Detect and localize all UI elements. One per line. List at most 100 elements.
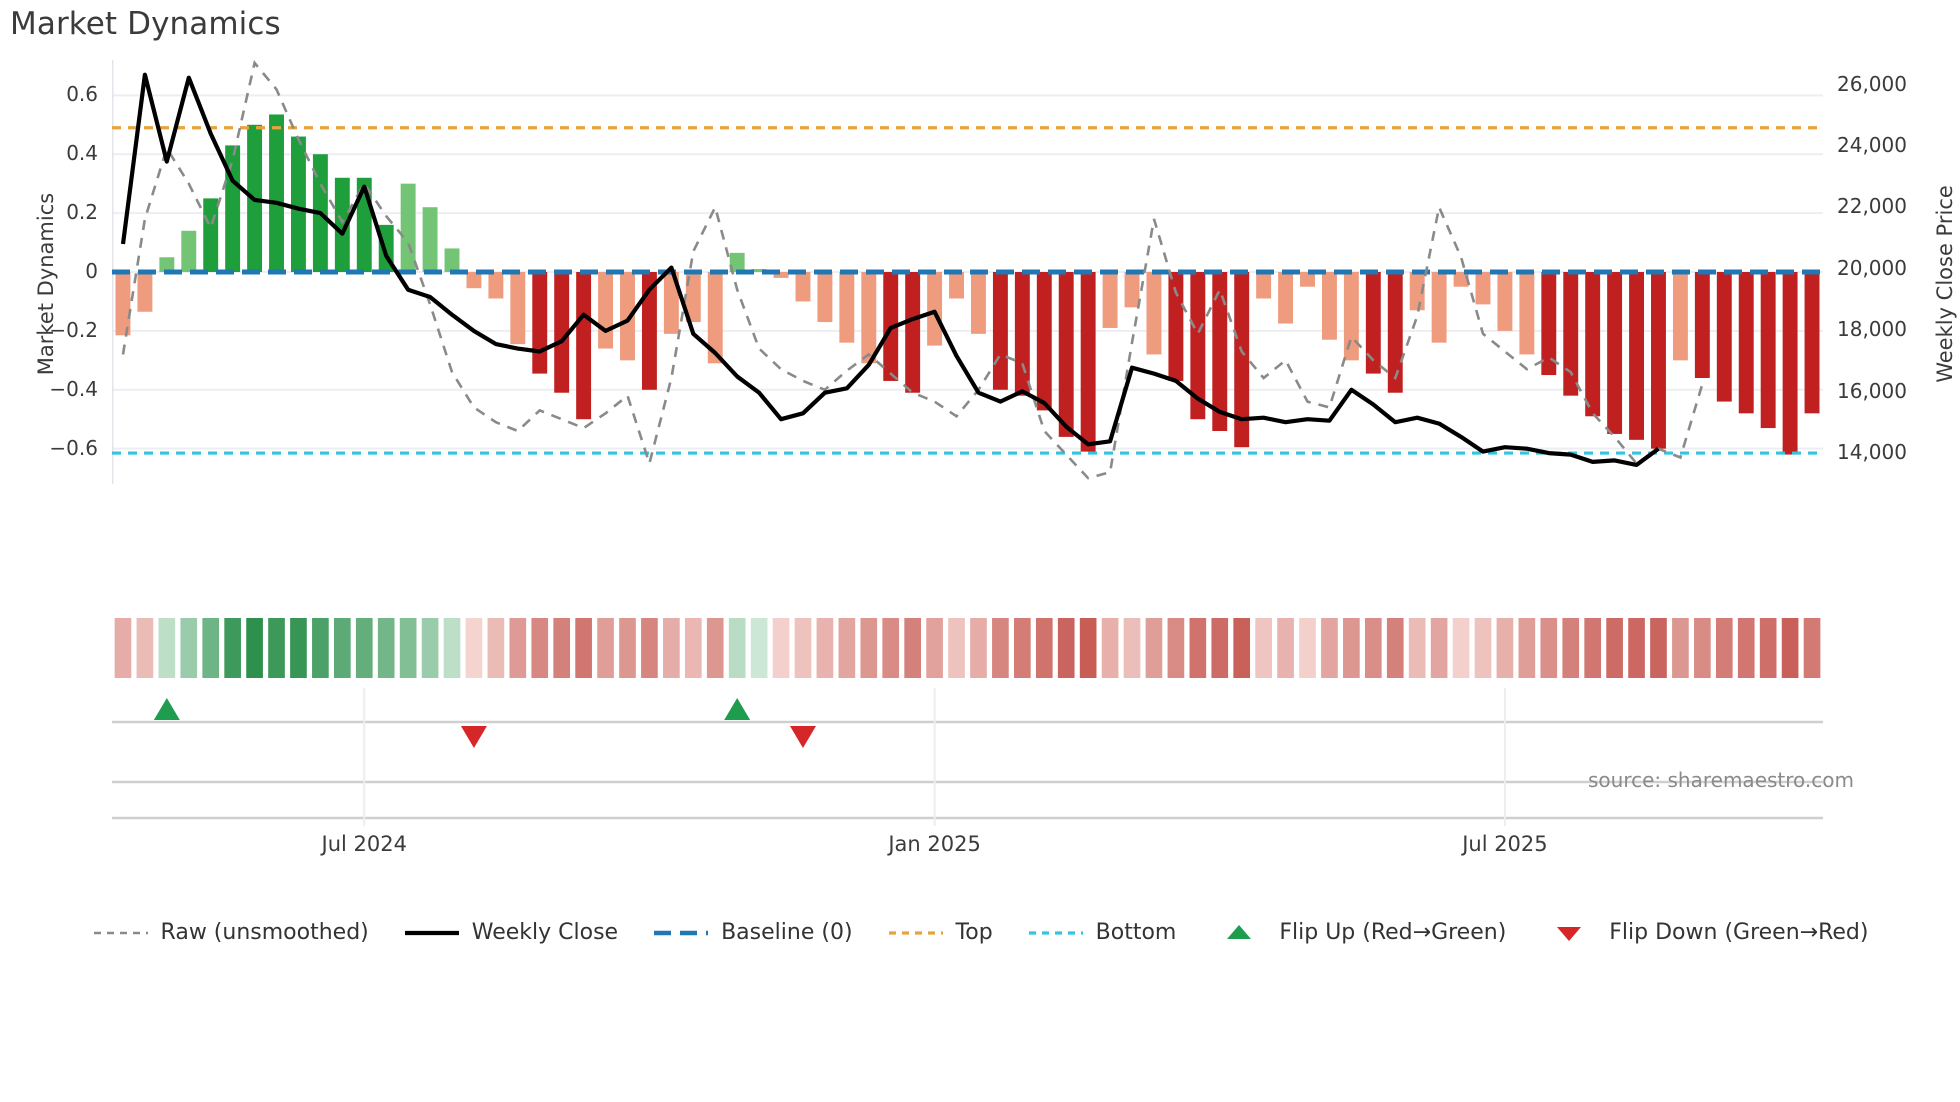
- heatmap-cell: [904, 618, 921, 678]
- x-axis-tick: Jan 2025: [888, 832, 981, 856]
- market-dynamics-bar: [1300, 272, 1315, 287]
- market-dynamics-bar: [751, 269, 767, 272]
- x-axis-tick: Jul 2025: [1462, 832, 1548, 856]
- heatmap-cell: [597, 618, 614, 678]
- heatmap-cell: [1803, 618, 1821, 678]
- market-dynamics-bar: [137, 272, 153, 312]
- market-dynamics-bar: [641, 272, 657, 390]
- market-dynamics-bar: [115, 272, 131, 336]
- market-dynamics-bar: [971, 272, 986, 334]
- market-dynamics-bar: [1760, 272, 1776, 429]
- legend-item[interactable]: Top: [887, 920, 993, 945]
- heatmap-cell: [575, 618, 592, 678]
- market-dynamics-bar: [1321, 272, 1337, 340]
- market-dynamics-bar: [1146, 272, 1162, 355]
- heatmap-cell: [1781, 618, 1799, 678]
- market-dynamics-bar: [1716, 272, 1732, 402]
- heatmap-cell: [1518, 618, 1536, 678]
- heatmap-cell: [1496, 618, 1514, 678]
- market-dynamics-bar: [1168, 272, 1184, 381]
- heatmap-cell: [1452, 618, 1470, 678]
- market-dynamics-bar: [817, 272, 833, 323]
- heatmap-cell: [312, 618, 329, 678]
- heatmap-cell: [772, 618, 790, 678]
- heatmap-cell: [355, 618, 373, 678]
- chart-legend: Raw (unsmoothed) Weekly Close Baseline (0)…: [0, 920, 1960, 945]
- heatmap-cell: [1277, 618, 1294, 678]
- left-axis-tick: 0: [85, 259, 98, 283]
- market-dynamics-bar: [905, 272, 921, 393]
- heatmap-cell: [1299, 618, 1316, 678]
- market-dynamics-bar: [1453, 272, 1469, 287]
- heatmap-cell: [487, 618, 505, 678]
- heatmap-cell: [246, 618, 263, 678]
- heatmap-cell: [619, 618, 636, 678]
- heatmap-cell: [992, 618, 1009, 678]
- right-axis-tick: 18,000: [1837, 317, 1907, 342]
- dotted-orange-line-icon: [887, 922, 945, 944]
- flip-down-marker: [789, 726, 816, 748]
- market-dynamics-bar: [422, 207, 438, 272]
- heatmap-cell: [838, 618, 856, 678]
- legend-item[interactable]: Flip Up (Red→Green): [1210, 920, 1506, 945]
- heatmap-cell: [1606, 618, 1623, 678]
- legend-item-label: Baseline (0): [721, 920, 853, 945]
- legend-item[interactable]: Flip Down (Green→Red): [1540, 920, 1868, 945]
- main-plot-area[interactable]: [112, 60, 1823, 484]
- market-dynamics-bar: [1804, 272, 1820, 414]
- legend-item[interactable]: Baseline (0): [652, 920, 853, 945]
- heatmap-cell: [948, 618, 965, 678]
- heatmap-cell: [1101, 618, 1119, 678]
- heatmap-cell: [465, 618, 483, 678]
- market-dynamics-bar: [444, 248, 460, 272]
- market-dynamics-bar: [992, 272, 1008, 390]
- market-dynamics-bar: [269, 114, 284, 272]
- market-dynamics-bar: [1256, 272, 1272, 299]
- legend-item[interactable]: Raw (unsmoothed): [92, 920, 369, 945]
- market-dynamics-bar: [488, 272, 504, 299]
- market-dynamics-bar: [1782, 272, 1798, 455]
- heatmap-cell: [1189, 618, 1207, 678]
- legend-item[interactable]: Bottom: [1027, 920, 1176, 945]
- market-dynamics-bar: [1519, 272, 1535, 355]
- heatmap-cell: [1364, 618, 1382, 678]
- right-axis-tick: 14,000: [1837, 440, 1907, 465]
- market-dynamics-bar: [1431, 272, 1447, 343]
- market-dynamics-bar: [1036, 272, 1052, 411]
- market-dynamics-bar: [181, 230, 197, 272]
- right-axis-tick: 26,000: [1837, 71, 1907, 96]
- market-dynamics-chart[interactable]: [112, 60, 1823, 484]
- red-down-triangle-icon: [1540, 922, 1598, 944]
- market-dynamics-bar: [225, 145, 241, 272]
- left-axis-tick: 0.4: [66, 141, 98, 166]
- heatmap-cell: [399, 618, 417, 678]
- right-axis-tick: 22,000: [1837, 194, 1907, 219]
- heatmap-cell: [268, 618, 285, 678]
- market-dynamics-bar: [1497, 272, 1513, 331]
- heatmap-cell: [1211, 618, 1229, 678]
- heatmap-cell: [1694, 618, 1711, 678]
- left-axis-tick: −0.4: [49, 376, 98, 401]
- legend-item[interactable]: Weekly Close: [403, 920, 618, 945]
- heatmap-cell: [1079, 618, 1097, 678]
- flip-down-marker: [460, 726, 487, 748]
- dashed-cyan-line-icon: [1027, 922, 1085, 944]
- flip-up-marker: [724, 698, 751, 720]
- market-dynamics-bar: [1234, 272, 1250, 448]
- heatmap-cell: [421, 618, 439, 678]
- left-axis-tick: 0.6: [66, 82, 98, 107]
- heatmap-cell: [1540, 618, 1558, 678]
- market-dynamics-bar: [861, 272, 877, 364]
- market-dynamics-bar: [1387, 272, 1403, 393]
- market-dynamics-bar: [1475, 272, 1491, 305]
- market-dynamics-bar: [466, 272, 482, 289]
- heatmap-cell: [860, 618, 878, 678]
- left-axis-title: Market Dynamics: [34, 192, 58, 376]
- market-dynamics-bar: [1563, 272, 1579, 396]
- weekly-close-line: [120, 72, 1660, 467]
- heatmap-cell: [1145, 618, 1163, 678]
- heatmap-cell: [816, 618, 834, 678]
- heatmap-cell: [1386, 618, 1404, 678]
- market-dynamics-bar: [554, 272, 570, 393]
- heatmap-cell: [1408, 618, 1426, 678]
